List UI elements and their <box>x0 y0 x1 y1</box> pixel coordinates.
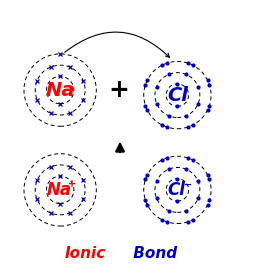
Text: Na: Na <box>45 81 75 100</box>
Text: Na: Na <box>46 181 71 199</box>
Text: Bond: Bond <box>127 246 176 261</box>
Text: Cl: Cl <box>166 181 184 199</box>
Text: −: − <box>184 179 192 189</box>
FancyArrowPatch shape <box>65 32 169 57</box>
Text: Cl: Cl <box>166 86 187 105</box>
Text: Ionic: Ionic <box>64 246 105 261</box>
Text: +: + <box>67 179 75 189</box>
Text: +: + <box>108 78 129 102</box>
